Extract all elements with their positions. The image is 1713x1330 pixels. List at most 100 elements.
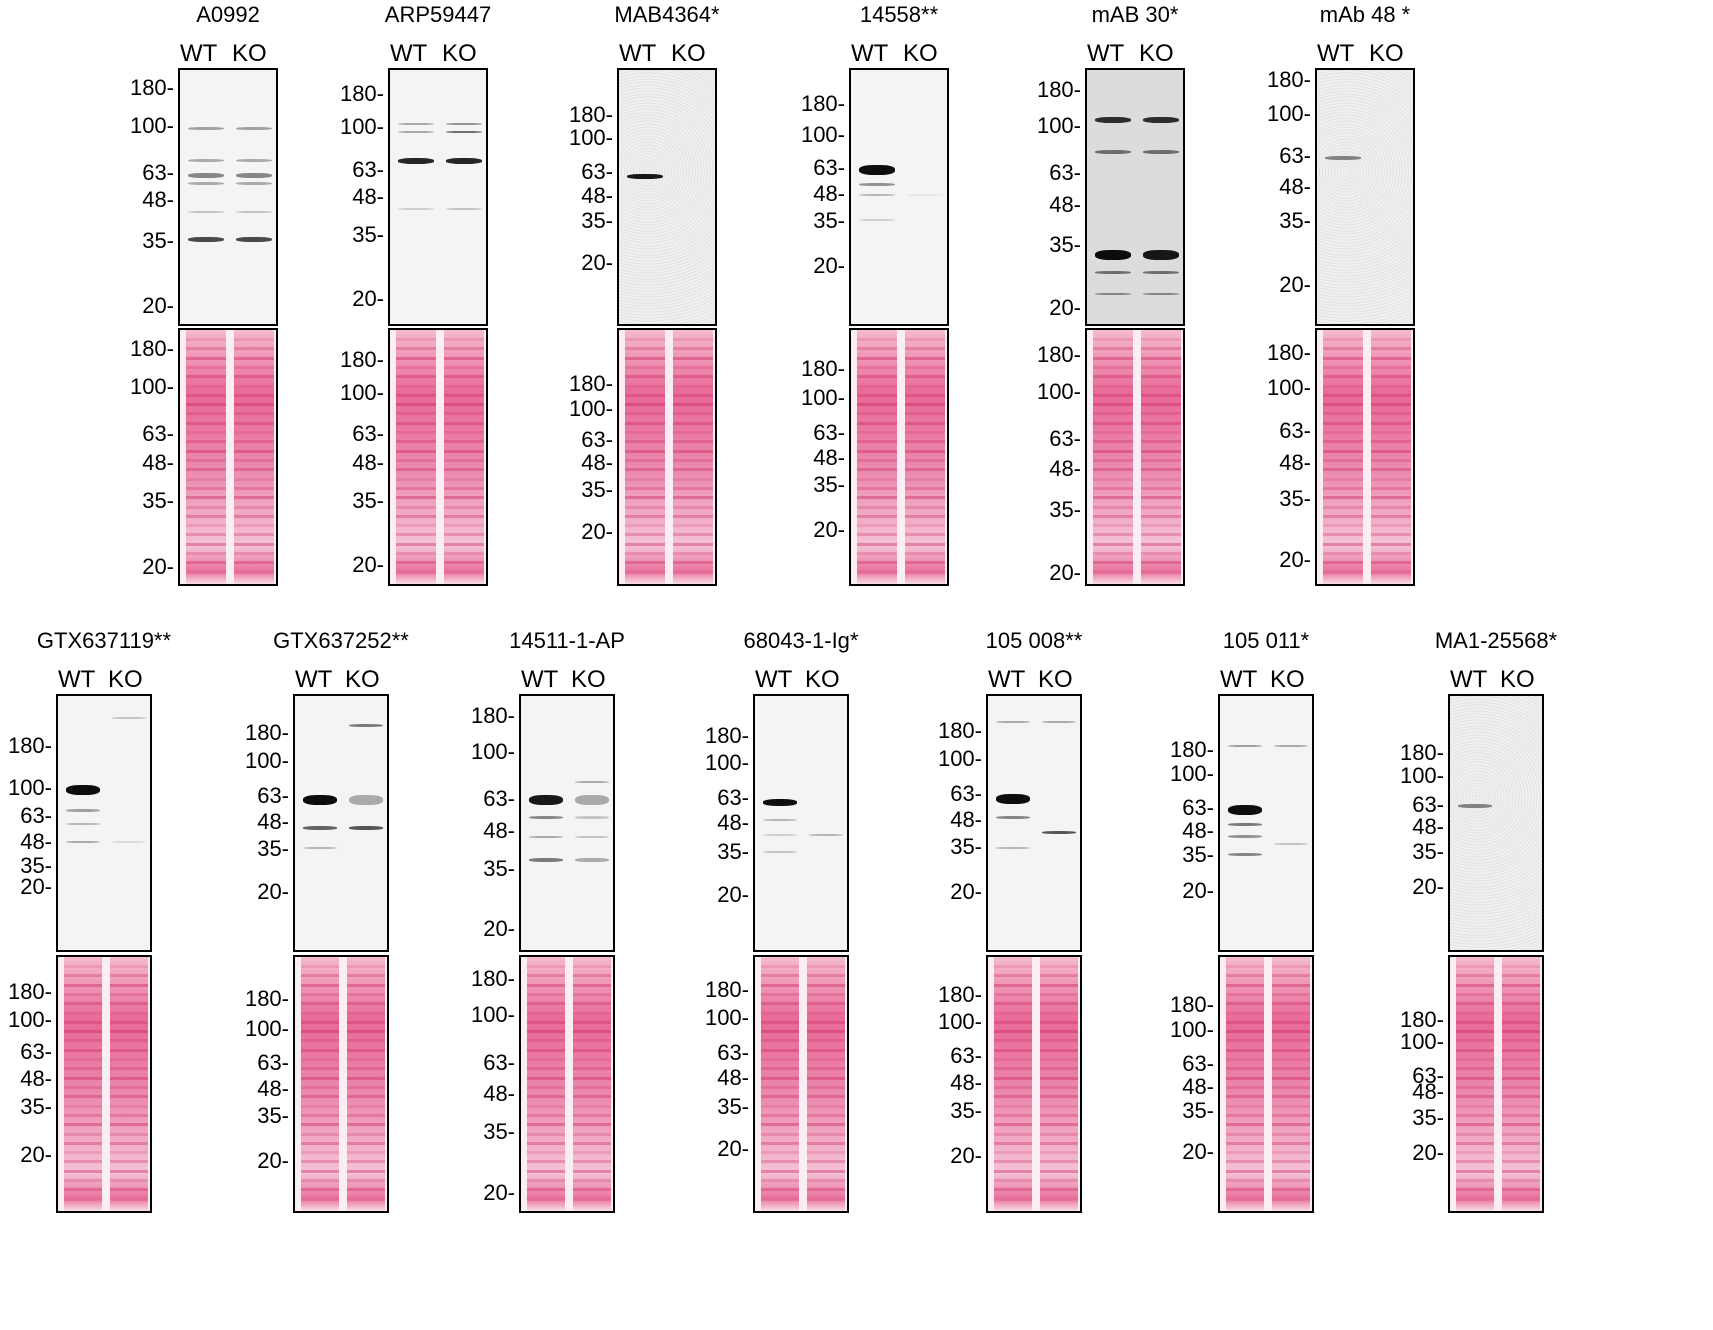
ponceau-band: [109, 1011, 149, 1015]
ponceau-band: [625, 440, 665, 444]
ponceau-band: [346, 1132, 386, 1136]
mw-marker: 48-: [1049, 192, 1081, 217]
ponceau-stain-image: [1085, 328, 1185, 586]
ponceau-lane: [905, 330, 945, 584]
mw-marker: 63-: [1412, 1063, 1444, 1088]
ponceau-band: [905, 505, 945, 509]
mw-marker: 63-: [352, 157, 384, 182]
ponceau-band: [234, 477, 274, 481]
ponceau-band: [905, 356, 945, 360]
wt-band: [1227, 834, 1263, 838]
ponceau-band: [857, 570, 897, 574]
ponceau-band: [1093, 375, 1133, 379]
mw-marker: 63-: [1279, 418, 1311, 443]
wt-band: [65, 785, 101, 795]
ko-band: [348, 795, 384, 805]
ponceau-band: [905, 440, 945, 444]
mw-marker: 48-: [1279, 174, 1311, 199]
ponceau-band: [1455, 1160, 1495, 1164]
ponceau-band: [905, 477, 945, 481]
mw-marker: 100-: [1169, 1017, 1214, 1042]
ponceau-band: [109, 1086, 149, 1089]
mw-marker: 20-: [1049, 560, 1081, 585]
ponceau-band: [1039, 1030, 1079, 1034]
ponceau-band: [857, 524, 897, 528]
lane-label-wt: WT: [295, 666, 333, 693]
ponceau-band: [1093, 338, 1133, 341]
ponceau-band: [346, 1048, 386, 1052]
ponceau-band: [1323, 552, 1363, 556]
ponceau-band: [346, 1058, 386, 1062]
mw-marker: 63-: [950, 781, 982, 806]
mw-marker: 35-: [20, 853, 52, 878]
ponceau-band: [63, 1011, 103, 1015]
ponceau-band: [186, 384, 226, 388]
ponceau-band: [1141, 477, 1181, 481]
mw-marker: 63-: [257, 1050, 289, 1075]
ponceau-band: [109, 1048, 149, 1052]
ponceau-band: [1501, 974, 1541, 978]
ponceau-band: [526, 965, 566, 968]
ponceau-band: [300, 1179, 340, 1183]
ponceau-band: [396, 514, 436, 518]
ponceau-stain-image: [753, 955, 849, 1213]
ponceau-band: [760, 1160, 800, 1164]
ponceau-band: [526, 1058, 566, 1062]
ponceau-band: [806, 974, 846, 978]
ponceau-band: [300, 1151, 340, 1155]
lane-label-ko: KO: [903, 40, 938, 67]
ponceau-band: [1093, 533, 1133, 537]
ponceau-band: [1225, 1151, 1265, 1155]
mw-marker: 100-: [1169, 761, 1214, 786]
mw-marker: 180-: [937, 718, 982, 743]
ponceau-band: [1225, 1076, 1265, 1080]
mw-marker: 20-: [950, 879, 982, 904]
mw-marker: 63-: [1182, 1051, 1214, 1076]
wt-band: [302, 847, 338, 849]
mw-marker: 20-: [1182, 1139, 1214, 1164]
ponceau-band: [109, 1141, 149, 1145]
ponceau-band: [444, 365, 484, 369]
ponceau-band: [526, 1039, 566, 1043]
mw-marker: 35-: [483, 1119, 515, 1144]
ponceau-band: [234, 440, 274, 444]
ponceau-band: [234, 496, 274, 500]
ponceau-band: [1225, 1020, 1265, 1024]
ponceau-band: [1225, 1058, 1265, 1062]
ko-band: [236, 236, 272, 242]
ponceau-band: [1501, 1160, 1541, 1164]
ponceau-band: [526, 1123, 566, 1127]
ponceau-band: [905, 375, 945, 379]
ponceau-lane: [1225, 957, 1265, 1211]
lane-label-wt: WT: [1087, 40, 1125, 67]
ponceau-band: [1141, 459, 1181, 462]
mw-marker: 48-: [257, 1076, 289, 1101]
ponceau-band: [1371, 561, 1411, 565]
ponceau-band: [234, 449, 274, 453]
ponceau-band: [186, 505, 226, 509]
ponceau-band: [760, 1095, 800, 1099]
ponceau-band: [1225, 1002, 1265, 1006]
ponceau-band: [1501, 1179, 1541, 1183]
ponceau-band: [625, 514, 665, 518]
mw-marker: 100-: [937, 1009, 982, 1034]
lane-label-ko: KO: [108, 666, 143, 693]
mw-marker: 48-: [1279, 450, 1311, 475]
ponceau-band: [186, 365, 226, 369]
ponceau-band: [300, 1113, 340, 1117]
lane-label-ko: KO: [1139, 40, 1174, 67]
ponceau-band: [234, 403, 274, 407]
ponceau-band: [300, 965, 340, 968]
ponceau-band: [1371, 486, 1411, 490]
ponceau-band: [234, 468, 274, 472]
ponceau-band: [1225, 1104, 1265, 1108]
ponceau-band: [1141, 505, 1181, 509]
ponceau-band: [1455, 992, 1495, 996]
ponceau-band: [444, 533, 484, 537]
mw-marker: 35-: [1182, 842, 1214, 867]
ponceau-band: [760, 992, 800, 996]
lane-label-ko: KO: [1369, 40, 1404, 67]
ponceau-band: [63, 1095, 103, 1099]
mw-marker: 100-: [339, 380, 384, 405]
ponceau-band: [1323, 412, 1363, 416]
